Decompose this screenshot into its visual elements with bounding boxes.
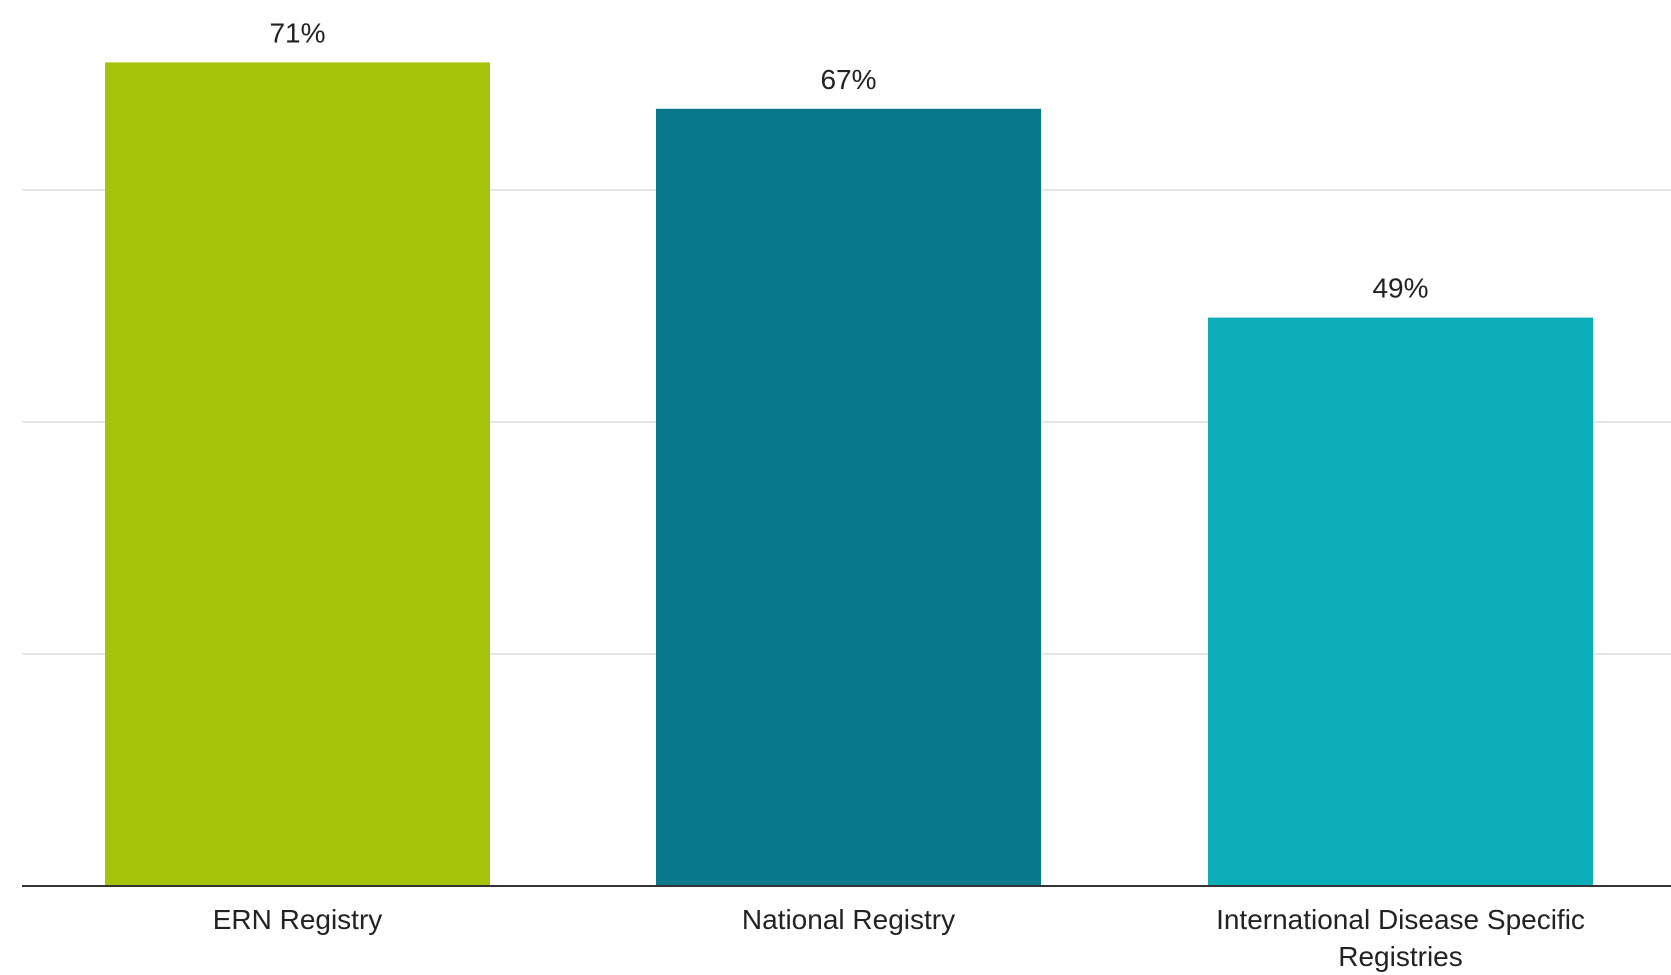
- x-tick-label-3-line-1: International Disease Specific: [1216, 904, 1585, 935]
- data-label-1: 71%: [269, 17, 325, 48]
- x-tick-label-2: National Registry: [742, 904, 955, 935]
- x-tick-labels: ERN Registry National Registry Internation…: [213, 904, 1585, 972]
- data-label-3: 49%: [1372, 273, 1428, 304]
- x-tick-label-3-line-2: Registries: [1338, 941, 1462, 972]
- data-label-2: 67%: [820, 64, 876, 95]
- x-tick-label-1: ERN Registry: [213, 904, 383, 935]
- bar-3[interactable]: [1208, 317, 1593, 887]
- bar-2[interactable]: [656, 108, 1041, 887]
- data-labels: 71% 67% 49%: [269, 17, 1428, 303]
- bar-1[interactable]: [105, 62, 490, 886]
- bars: [105, 62, 1593, 887]
